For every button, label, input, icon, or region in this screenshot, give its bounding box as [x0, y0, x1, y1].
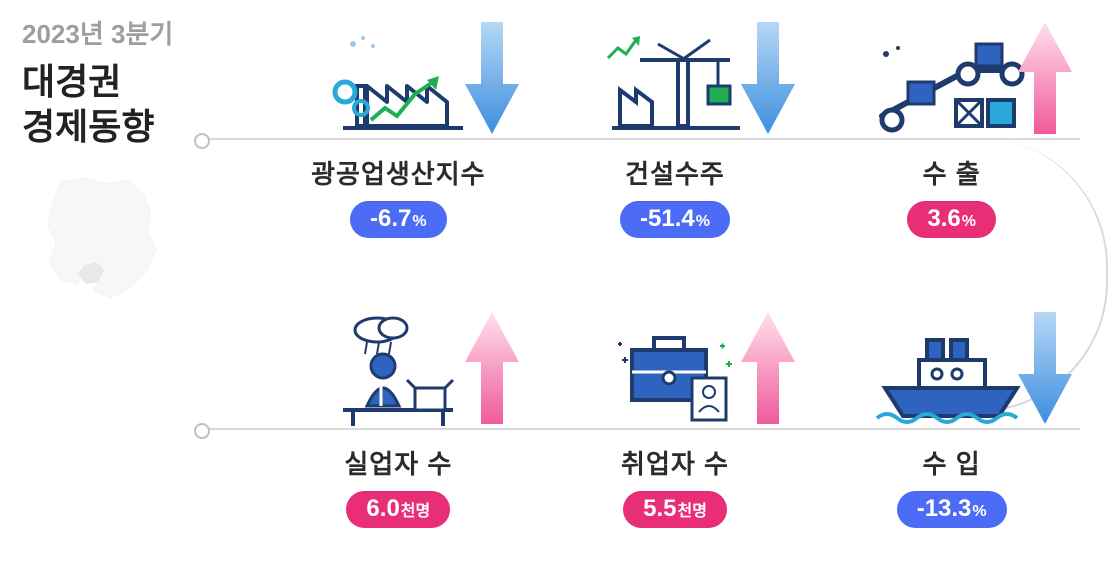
trend-arrow-up-icon [733, 308, 803, 428]
indicator-unit: % [412, 213, 426, 230]
indicator-unemployed: 실업자 수 6.0천명 [260, 300, 537, 528]
indicator-imports: 수 입 -13.3% [813, 300, 1090, 528]
trend-arrow-up-icon [1010, 18, 1080, 138]
period-label: 2023년 3분기 [22, 14, 202, 51]
indicator-value: 3.6 [927, 205, 960, 232]
indicator-value: 6.0 [366, 495, 399, 522]
indicator-value-pill: -13.3% [897, 491, 1007, 528]
page-title: 대경권 경제동향 [22, 59, 202, 149]
title-line-1: 대경권 [22, 61, 121, 102]
indicator-value-pill: -51.4% [620, 201, 730, 238]
indicator-value: -13.3 [917, 495, 972, 522]
indicator-value-pill: -6.7% [350, 201, 447, 238]
indicator-unit: % [972, 503, 986, 520]
indicator-construction-orders: 건설수주 -51.4% [537, 10, 814, 238]
indicator-value-pill: 5.5천명 [623, 491, 727, 528]
trend-arrow-down-icon [457, 18, 527, 138]
indicator-mining-manufacturing: 광공업생산지수 -6.7% [260, 10, 537, 238]
indicator-value: 5.5 [643, 495, 676, 522]
indicator-label: 광공업생산지수 [260, 154, 537, 191]
indicator-label: 취업자 수 [537, 444, 814, 481]
trend-arrow-down-icon [733, 18, 803, 138]
indicator-unit: % [696, 213, 710, 230]
indicator-label: 실업자 수 [260, 444, 537, 481]
trend-arrow-up-icon [457, 308, 527, 428]
title-line-2: 경제동향 [22, 106, 154, 147]
header: 2023년 3분기 대경권 경제동향 [22, 14, 202, 149]
indicator-value: -6.7 [370, 205, 411, 232]
row-bottom: 실업자 수 6.0천명 [200, 300, 1114, 570]
indicator-employed: 취업자 수 5.5천명 [537, 300, 814, 528]
indicator-rows: 광공업생산지수 -6.7% [200, 10, 1114, 570]
indicator-unit: 천명 [677, 503, 706, 520]
indicator-label: 건설수주 [537, 154, 814, 191]
indicator-label: 수 입 [813, 444, 1090, 481]
trend-arrow-down-icon [1010, 308, 1080, 428]
indicator-unit: 천명 [401, 503, 430, 520]
indicator-value-pill: 6.0천명 [346, 491, 450, 528]
indicator-value: -51.4 [640, 205, 695, 232]
region-map-icon [30, 170, 170, 310]
